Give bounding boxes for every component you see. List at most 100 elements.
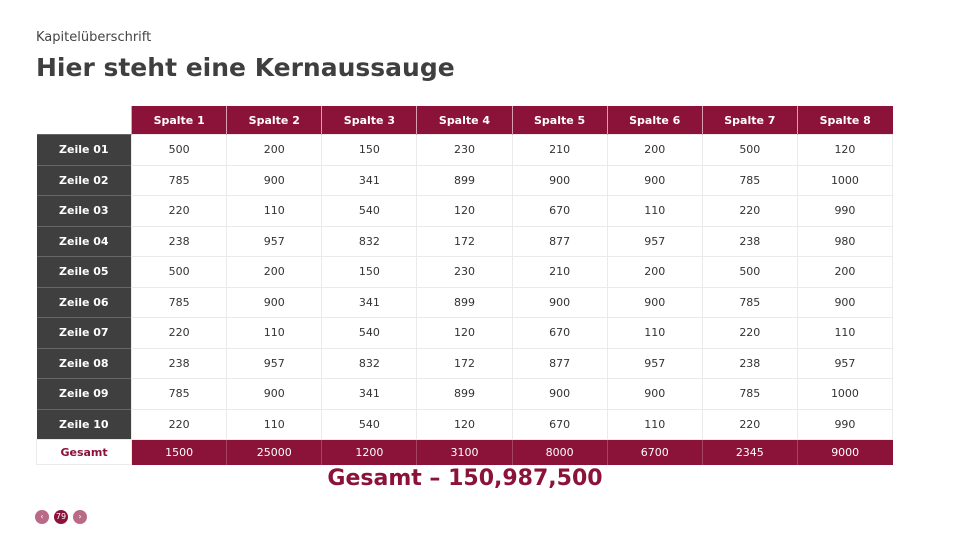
table-cell: 200 [606,134,703,166]
table-cell: 900 [226,164,323,196]
column-header: Spalte 8 [796,106,893,135]
table-cell: 670 [511,195,608,227]
table-cell: 900 [606,286,703,318]
table-cell: 957 [226,347,323,379]
column-header: Spalte 4 [416,106,513,135]
table-cell: 500 [701,256,798,288]
table-cell: 110 [226,408,323,440]
table-cell: 785 [701,378,798,410]
next-page-button[interactable]: › [73,510,87,524]
table-cell: 150 [321,134,418,166]
table-cell: 110 [606,317,703,349]
table-cell: 899 [416,378,513,410]
table-cell: 957 [606,225,703,257]
total-cell: 3100 [416,439,513,465]
table-cell: 877 [511,225,608,257]
row-header: Zeile 01 [36,134,132,165]
table-cell: 200 [226,256,323,288]
table-cell: 832 [321,225,418,257]
page-title: Hier steht eine Kernaussauge [36,53,455,82]
table-cell: 957 [606,347,703,379]
column-header: Spalte 3 [321,106,417,135]
table-cell: 120 [416,408,513,440]
table-cell: 172 [416,347,513,379]
table-row: Zeile 07 220 110 540 120 670 110 220 110 [36,317,894,349]
row-header: Zeile 08 [36,347,132,379]
table-row: Zeile 03 220 110 540 120 670 110 220 990 [36,195,894,227]
table-cell: 540 [321,408,418,440]
total-cell: 2345 [701,439,798,465]
column-header: Spalte 7 [701,106,798,135]
row-header: Zeile 10 [36,408,132,440]
table-cell: 110 [796,317,894,349]
table-cell: 990 [796,408,894,440]
table-row: Zeile 06 785 900 341 899 900 900 785 900 [36,286,894,318]
table-cell: 210 [511,134,608,166]
table-cell: 1000 [796,378,894,410]
chapter-heading: Kapitelüberschrift [36,30,152,45]
table-cell: 670 [511,317,608,349]
table-cell: 220 [701,408,798,440]
table-cell: 230 [416,134,513,166]
table-row: Zeile 10 220 110 540 120 670 110 220 990 [36,408,894,440]
column-header: Spalte 5 [511,106,608,135]
table-cell: 900 [796,286,894,318]
table-cell: 200 [226,134,323,166]
table-cell: 500 [701,134,798,166]
table-cell: 238 [701,347,798,379]
row-header: Zeile 06 [36,286,132,318]
row-header: Zeile 05 [36,256,132,287]
row-header: Zeile 02 [36,164,132,196]
table-cell: 210 [511,256,608,288]
prev-page-button[interactable]: ‹ [35,510,49,524]
table-cell: 238 [131,225,228,257]
total-cell: 25000 [226,439,322,465]
table-cell: 900 [511,164,608,196]
table-cell: 899 [416,286,513,318]
table-cell: 540 [321,195,418,227]
table-cell: 200 [796,256,894,288]
table-cell: 957 [226,225,323,257]
total-cell: 1500 [131,439,227,465]
page-number: 79 [54,510,68,524]
table-cell: 1000 [796,164,894,196]
table-cell: 900 [226,286,323,318]
table-cell: 341 [321,378,418,410]
table-cell: 238 [131,347,228,379]
total-cell: 8000 [511,439,608,465]
table-row: Zeile 05 500 200 150 230 210 200 500 200 [36,256,894,288]
table-cell: 785 [131,378,228,410]
table-cell: 110 [606,408,703,440]
table-cell: 200 [606,256,703,288]
table-cell: 120 [416,317,513,349]
table-cell: 900 [606,164,703,196]
data-table: Spalte 1 Spalte 2 Spalte 3 Spalte 4 Spalte 5… [35,106,894,465]
table-cell: 785 [131,286,228,318]
column-header: Spalte 1 [131,106,227,135]
table-cell: 785 [701,286,798,318]
table-cell: 900 [606,378,703,410]
table-cell: 110 [226,317,323,349]
table-cell: 341 [321,286,418,318]
table-cell: 220 [701,195,798,227]
table-cell: 900 [511,286,608,318]
column-header: Spalte 6 [606,106,703,135]
total-cell: 9000 [796,439,893,465]
table-cell: 832 [321,347,418,379]
table-row: Zeile 01 500 200 150 230 210 200 500 120 [36,134,894,166]
table-cell: 220 [131,408,228,440]
table-row: Zeile 09 785 900 341 899 900 900 785 1000 [36,378,894,410]
table-cell: 500 [131,134,228,166]
total-label: Gesamt [35,439,133,465]
total-cell: 6700 [606,439,703,465]
table-row: Zeile 08 238 957 832 172 877 957 238 957 [36,347,894,379]
table-cell: 900 [511,378,608,410]
grand-total: Gesamt – 150,987,500 [327,466,603,491]
table-cell: 220 [701,317,798,349]
table-row: Zeile 04 238 957 832 172 877 957 238 980 [36,225,894,257]
header-row: Spalte 1 Spalte 2 Spalte 3 Spalte 4 Spalte 5… [36,106,893,135]
table-cell: 877 [511,347,608,379]
table-cell: 150 [321,256,418,288]
table-cell: 172 [416,225,513,257]
table-cell: 220 [131,195,228,227]
